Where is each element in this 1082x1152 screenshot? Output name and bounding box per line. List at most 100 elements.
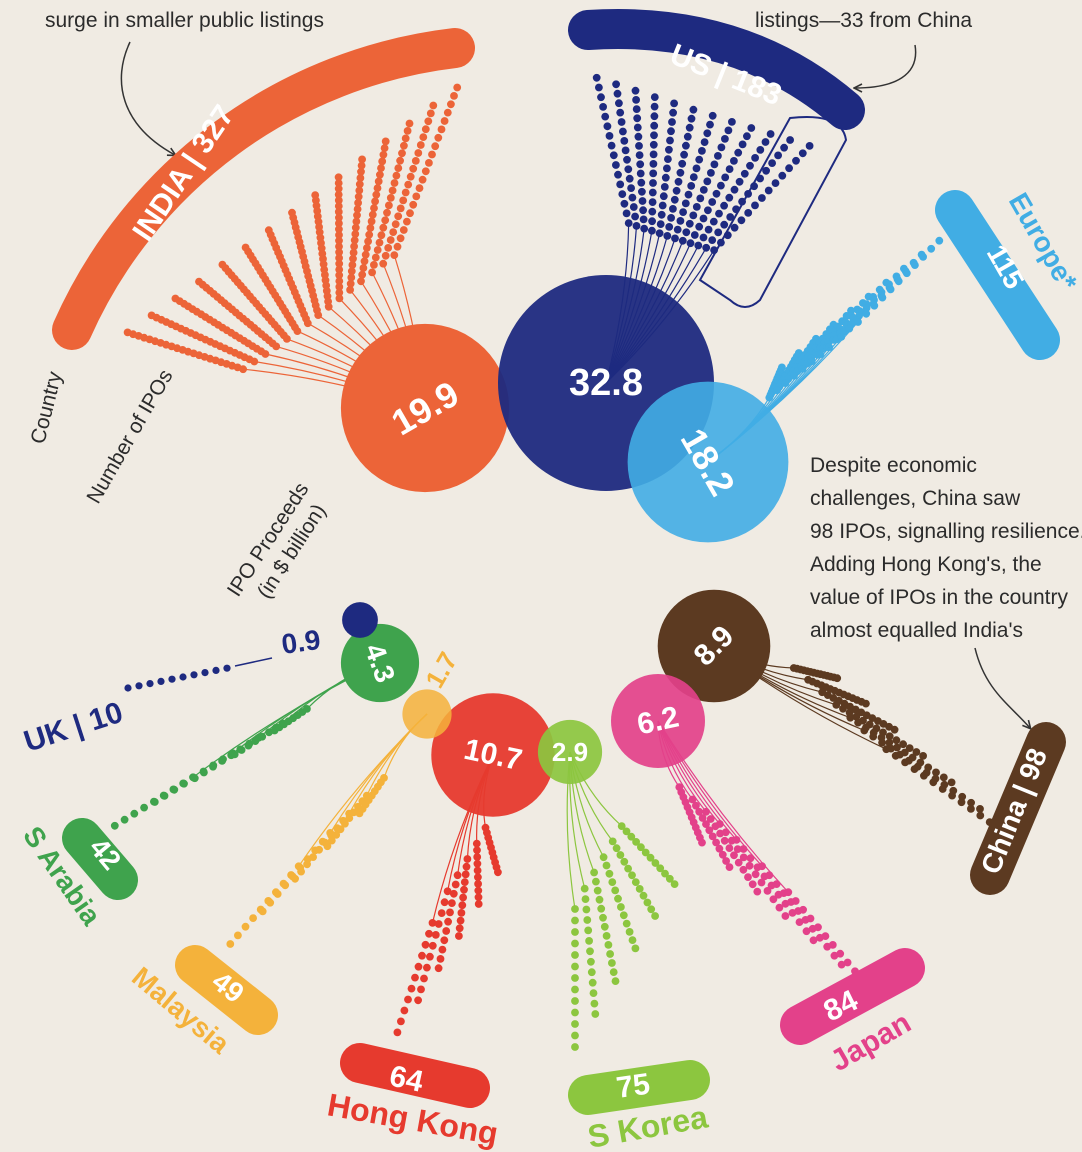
ipo-dot <box>588 978 597 987</box>
ipo-dot <box>423 963 431 972</box>
ipo-dot <box>273 890 282 898</box>
ipo-dot <box>571 1008 579 1017</box>
ipo-dot <box>140 803 149 812</box>
ipo-dot <box>927 244 936 253</box>
ipo-dot <box>635 885 644 893</box>
ipo-dot <box>409 164 418 173</box>
ipo-dot <box>670 195 679 204</box>
ipo-dot <box>607 141 616 150</box>
proceeds-value: 1.7 <box>419 647 463 693</box>
ipo-dot <box>696 194 705 203</box>
ipo-dot <box>706 815 715 823</box>
ipo-dot <box>379 150 388 159</box>
ipo-dot <box>650 93 659 101</box>
ipo-dot <box>363 244 371 252</box>
ipo-dot <box>597 93 605 102</box>
ipo-dot <box>358 155 366 164</box>
ipo-dot <box>348 261 357 269</box>
ipo-dot <box>656 220 665 229</box>
ipo-dot <box>404 180 413 189</box>
ipo-dot <box>309 853 317 861</box>
ipo-dot <box>643 898 652 907</box>
ipo-dot <box>584 926 593 935</box>
ipo-dot <box>635 151 644 160</box>
ipo-dot <box>715 209 723 218</box>
ipo-dot <box>622 827 631 836</box>
ipo-dot <box>669 108 677 117</box>
ipo-dot <box>589 989 598 997</box>
ipo-dot <box>649 179 657 187</box>
ipo-dot <box>437 909 446 917</box>
ipo-dot <box>349 254 357 263</box>
india-note-arrow <box>120 41 175 155</box>
ipo-dot <box>704 206 712 215</box>
ipo-dot <box>374 177 383 186</box>
ipo-dot <box>695 222 704 231</box>
ipo-dot <box>335 271 344 280</box>
ipo-dot <box>473 866 482 875</box>
ipo-dot <box>160 792 169 800</box>
ipo-dot <box>597 904 606 913</box>
ipo-dot <box>440 117 449 125</box>
ipo-dot <box>416 141 425 149</box>
china-note-line: value of IPOs in the country <box>810 586 1068 609</box>
ipo-dot <box>595 895 604 904</box>
ipo-dot <box>799 905 807 914</box>
china-note-line: challenges, China saw <box>810 487 1021 510</box>
ipo-dot <box>748 880 757 889</box>
ipo-dot <box>768 159 776 168</box>
ipo-dot <box>455 932 463 940</box>
ipo-dot <box>351 230 360 238</box>
ipo-dot <box>676 168 685 177</box>
ipo-dot <box>350 242 358 251</box>
ipo-dot <box>349 808 358 817</box>
ipo-dot <box>806 914 815 923</box>
ipo-dot <box>473 853 482 861</box>
ipo-dot <box>870 301 879 310</box>
s-korea-label: 75 <box>614 1068 652 1105</box>
proceeds-value: 32.8 <box>569 362 643 404</box>
ipo-dot <box>624 165 633 174</box>
ipo-dot <box>459 893 467 902</box>
ipo-dot <box>453 83 462 92</box>
ipo-dot <box>920 771 928 780</box>
ipo-dot <box>730 185 739 194</box>
ipo-dot <box>448 899 456 907</box>
ipo-dot <box>725 193 734 202</box>
ipo-dot <box>663 164 671 173</box>
ipo-dot <box>335 242 343 251</box>
japan-pill <box>780 948 925 1045</box>
ipo-dot <box>692 801 700 810</box>
india-label: INDIA | 327 <box>126 99 240 247</box>
ipo-dot <box>737 216 746 225</box>
ipo-dot <box>751 870 760 879</box>
proceeds-bubble-s-korea <box>537 719 603 785</box>
ipo-dot <box>720 220 729 229</box>
ipo-dot <box>721 828 730 837</box>
ipo-dot <box>730 851 738 860</box>
ipo-dot <box>682 228 691 237</box>
ipo-dot <box>764 186 773 195</box>
ipo-dot <box>717 143 726 152</box>
india-pill <box>52 28 475 350</box>
ipo-dot <box>398 149 406 158</box>
ipo-dot <box>375 238 384 247</box>
ipo-dot <box>708 198 717 206</box>
ipo-dot <box>587 957 595 966</box>
ipo-dot <box>625 928 634 936</box>
ipo-dot <box>571 1031 579 1040</box>
ipo-dot <box>634 132 643 141</box>
ipo-dot <box>411 973 419 982</box>
ipo-dot <box>335 254 343 262</box>
ipo-dot <box>390 179 399 187</box>
ipo-dot <box>627 184 635 193</box>
ipo-dot <box>932 768 940 777</box>
ipo-dot <box>667 214 675 222</box>
ipo-dot <box>948 791 956 800</box>
ipo-dot <box>474 893 483 902</box>
ipo-dot <box>661 869 669 878</box>
ipo-dot <box>249 914 257 922</box>
ipo-dot <box>462 862 471 871</box>
ipo-dot <box>460 885 468 894</box>
ipo-dot <box>582 905 591 914</box>
